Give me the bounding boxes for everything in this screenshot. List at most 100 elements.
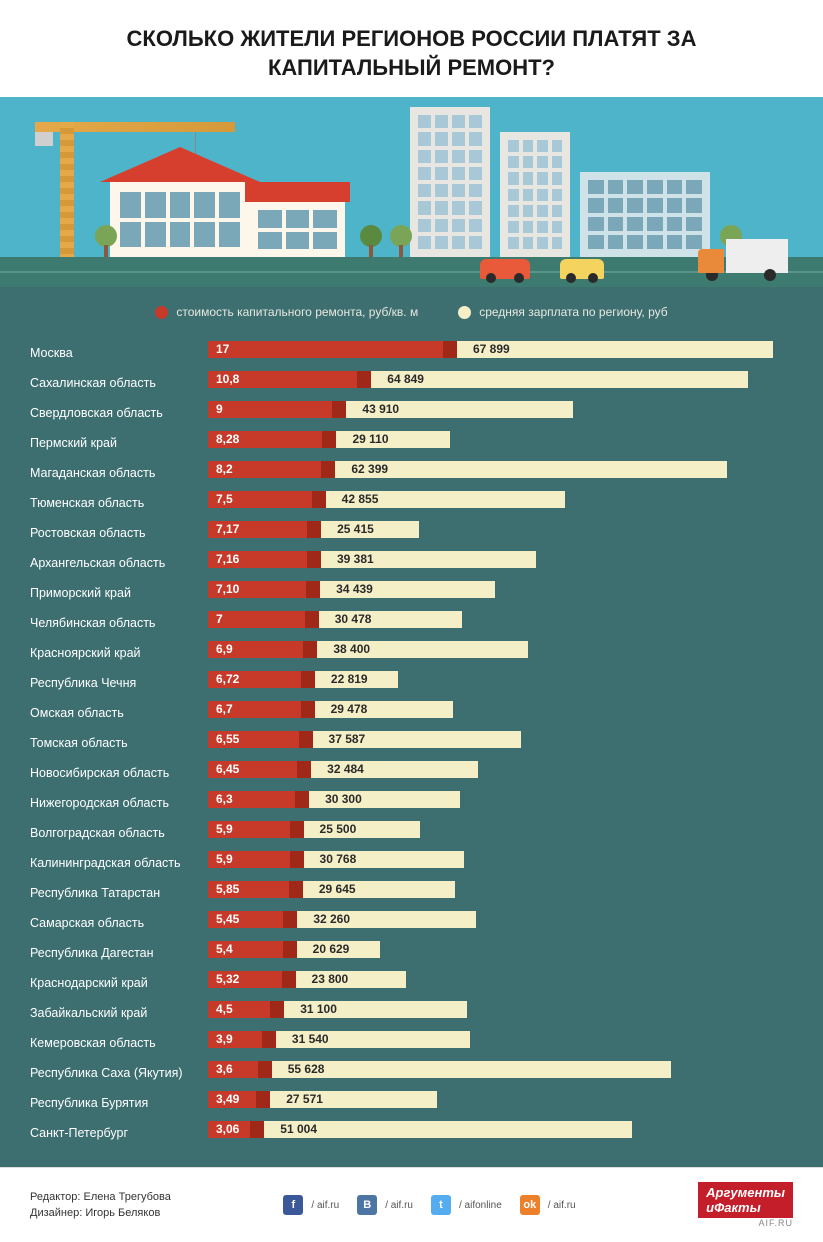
cost-bar-accent [283,941,297,958]
cost-value: 6,45 [216,762,239,776]
salary-value: 31 540 [292,1032,329,1046]
region-label: Свердловская область [30,406,208,420]
region-label: Челябинская область [30,616,208,630]
bars-holder: 7,1639 381 [208,549,793,577]
chart-row: Челябинская область730 478 [30,609,793,637]
cost-bar-accent [321,461,335,478]
cost-value: 6,7 [216,702,233,716]
cost-value: 4,5 [216,1002,233,1016]
salary-value: 22 819 [331,672,368,686]
chart-row: Красноярский край6,938 400 [30,639,793,667]
bars-holder: 3,9 31 540 [208,1029,793,1057]
cost-bar-accent [305,611,319,628]
chart-row: Приморский край7,1034 439 [30,579,793,607]
cost-bar-accent [301,671,315,688]
bars-holder: 6,5537 587 [208,729,793,757]
region-label: Сахалинская область [30,376,208,390]
bars-holder: 6,938 400 [208,639,793,667]
odnoklassniki-icon[interactable]: ok [520,1195,540,1215]
salary-value: 31 100 [300,1002,337,1016]
region-label: Краснодарский край [30,976,208,990]
cost-value: 5,9 [216,822,233,836]
cost-value: 5,32 [216,972,239,986]
legend-item-cost: стоимость капитального ремонта, руб/кв. … [155,305,418,319]
bars-holder: 3,6 55 628 [208,1059,793,1087]
region-label: Республика Чечня [30,676,208,690]
chart-row: Сахалинская область10,864 849 [30,369,793,397]
cost-bar-accent [297,761,311,778]
social-label: / aifonline [459,1200,502,1211]
chart-row: Магаданская область8,262 399 [30,459,793,487]
chart-row: Свердловская область943 910 [30,399,793,427]
bars-holder: 10,864 849 [208,369,793,397]
cost-value: 5,45 [216,912,239,926]
cost-bar-accent [357,371,371,388]
bars-holder: 5,8529 645 [208,879,793,907]
facebook-icon[interactable]: f [283,1195,303,1215]
region-label: Самарская область [30,916,208,930]
cost-value: 3,06 [216,1122,239,1136]
salary-value: 25 500 [320,822,357,836]
region-label: Республика Татарстан [30,886,208,900]
cost-value: 7,5 [216,492,233,506]
region-label: Ростовская область [30,526,208,540]
salary-value: 39 381 [337,552,374,566]
cost-bar [208,401,332,418]
chart-row: Самарская область 5,45 32 260 [30,909,793,937]
bars-holder: 943 910 [208,399,793,427]
cost-bar-accent [299,731,313,748]
cost-bar-accent [262,1031,276,1048]
social-label: / aif.ru [311,1200,339,1211]
region-label: Забайкальский край [30,1006,208,1020]
cost-value: 3,6 [216,1062,233,1076]
salary-value: 27 571 [286,1092,323,1106]
chart-area: стоимость капитального ремонта, руб/кв. … [0,287,823,1167]
legend-item-salary: средняя зарплата по региону, руб [458,305,667,319]
chart-row: Архангельская область7,1639 381 [30,549,793,577]
bars-holder: 730 478 [208,609,793,637]
twitter-icon[interactable]: t [431,1195,451,1215]
legend-cost-label: стоимость капитального ремонта, руб/кв. … [176,305,418,319]
cost-bar-accent [290,821,304,838]
salary-value: 62 399 [351,462,388,476]
salary-value: 55 628 [288,1062,325,1076]
salary-value: 30 300 [325,792,362,806]
salary-value: 37 587 [329,732,366,746]
salary-value: 32 260 [313,912,350,926]
chart-row: Республика Татарстан5,8529 645 [30,879,793,907]
cost-swatch [155,306,168,319]
cost-bar-accent [283,911,297,928]
cost-value: 17 [216,342,229,356]
vkontakte-icon[interactable]: B [357,1195,377,1215]
salary-value: 29 110 [352,432,388,446]
page-title: СКОЛЬКО ЖИТЕЛИ РЕГИОНОВ РОССИИ ПЛАТЯТ ЗА… [0,0,823,97]
chart-row: Ростовская область7,1725 415 [30,519,793,547]
credits: Редактор: Елена Трегубова Дизайнер: Игор… [30,1189,171,1222]
bars-holder: 3,4927 571 [208,1089,793,1117]
cost-bar-accent [258,1061,272,1078]
cost-bar-accent [443,341,457,358]
cost-bar [208,341,443,358]
region-label: Тюменская область [30,496,208,510]
cost-bar-accent [307,521,321,538]
bars-holder: 7,542 855 [208,489,793,517]
region-label: Новосибирская область [30,766,208,780]
region-label: Красноярский край [30,646,208,660]
bars-holder: 8,2829 110 [208,429,793,457]
bars-holder: 7,1725 415 [208,519,793,547]
chart-legend: стоимость капитального ремонта, руб/кв. … [30,287,793,339]
salary-swatch [458,306,471,319]
editor-label: Редактор: [30,1191,80,1203]
salary-value: 23 800 [312,972,349,986]
region-label: Республика Дагестан [30,946,208,960]
bars-holder: 5,420 629 [208,939,793,967]
cost-bar-accent [312,491,326,508]
region-label: Республика Бурятия [30,1096,208,1110]
cost-value: 5,9 [216,852,233,866]
chart-rows: Москва1767 899Сахалинская область10,864 … [30,339,793,1147]
region-label: Магаданская область [30,466,208,480]
region-label: Калининградская область [30,856,208,870]
city-illustration [0,97,823,287]
cost-value: 3,9 [216,1032,233,1046]
cost-bar-accent [289,881,303,898]
